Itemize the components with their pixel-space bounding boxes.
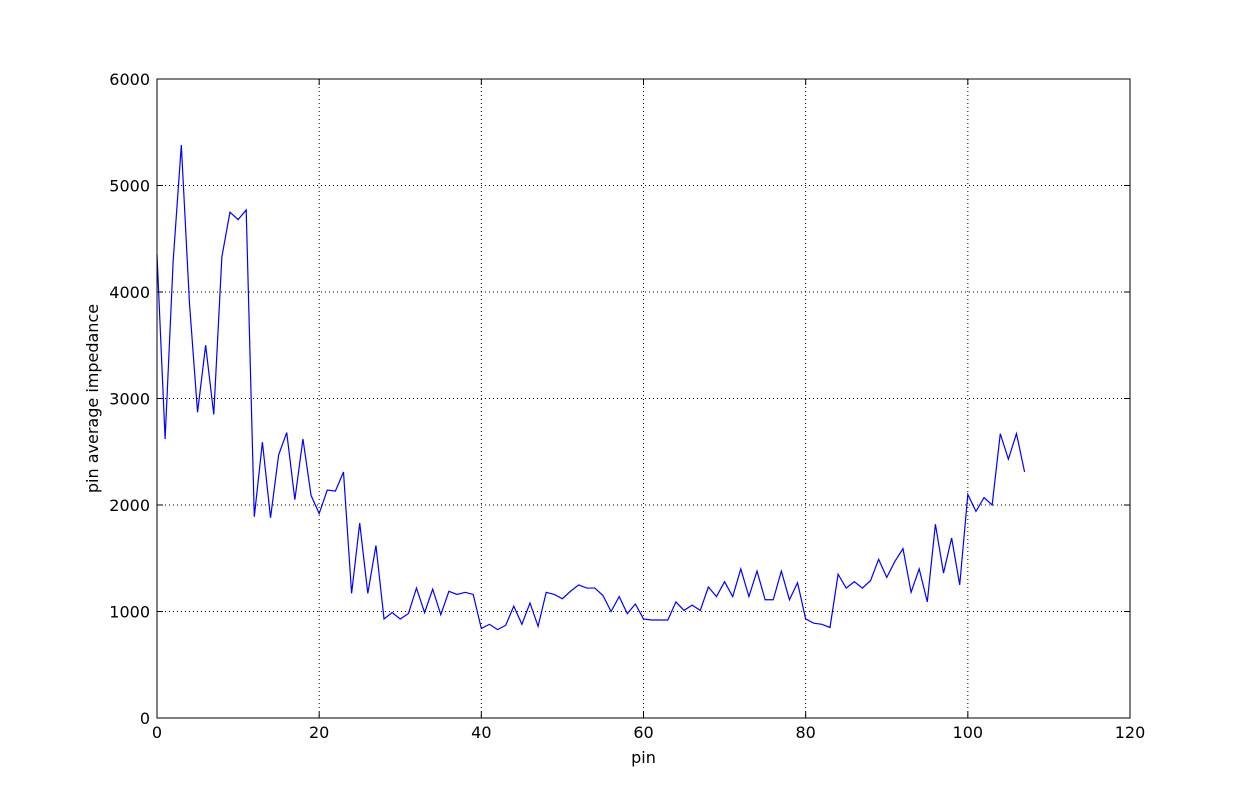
y-tick-label: 0 xyxy=(140,709,150,728)
x-tick-label: 20 xyxy=(309,723,329,742)
series-line-0 xyxy=(156,144,1026,631)
y-tick-label: 6000 xyxy=(109,70,150,89)
y-tick-label: 2000 xyxy=(109,496,150,515)
x-tick-label: 80 xyxy=(795,723,815,742)
axis-tick-labels: 0 20 40 60 80 100 120 0 1000 2000 3000 4000 5000 6000 xyxy=(109,70,1145,742)
x-tick-label: 60 xyxy=(633,723,653,742)
y-tick-label: 5000 xyxy=(109,177,150,196)
y-tick-label: 4000 xyxy=(109,283,150,302)
x-tick-label: 100 xyxy=(953,723,984,742)
axis-ticks xyxy=(156,78,1131,719)
x-tick-label: 0 xyxy=(152,723,162,742)
x-tick-label: 40 xyxy=(471,723,491,742)
series-layer xyxy=(156,144,1026,631)
y-tick-label: 3000 xyxy=(109,390,150,409)
y-tick-label: 1000 xyxy=(109,603,150,622)
x-tick-label: 120 xyxy=(1115,723,1146,742)
y-axis-label: pin average impedance xyxy=(83,304,102,493)
x-axis-label: pin xyxy=(631,748,656,767)
